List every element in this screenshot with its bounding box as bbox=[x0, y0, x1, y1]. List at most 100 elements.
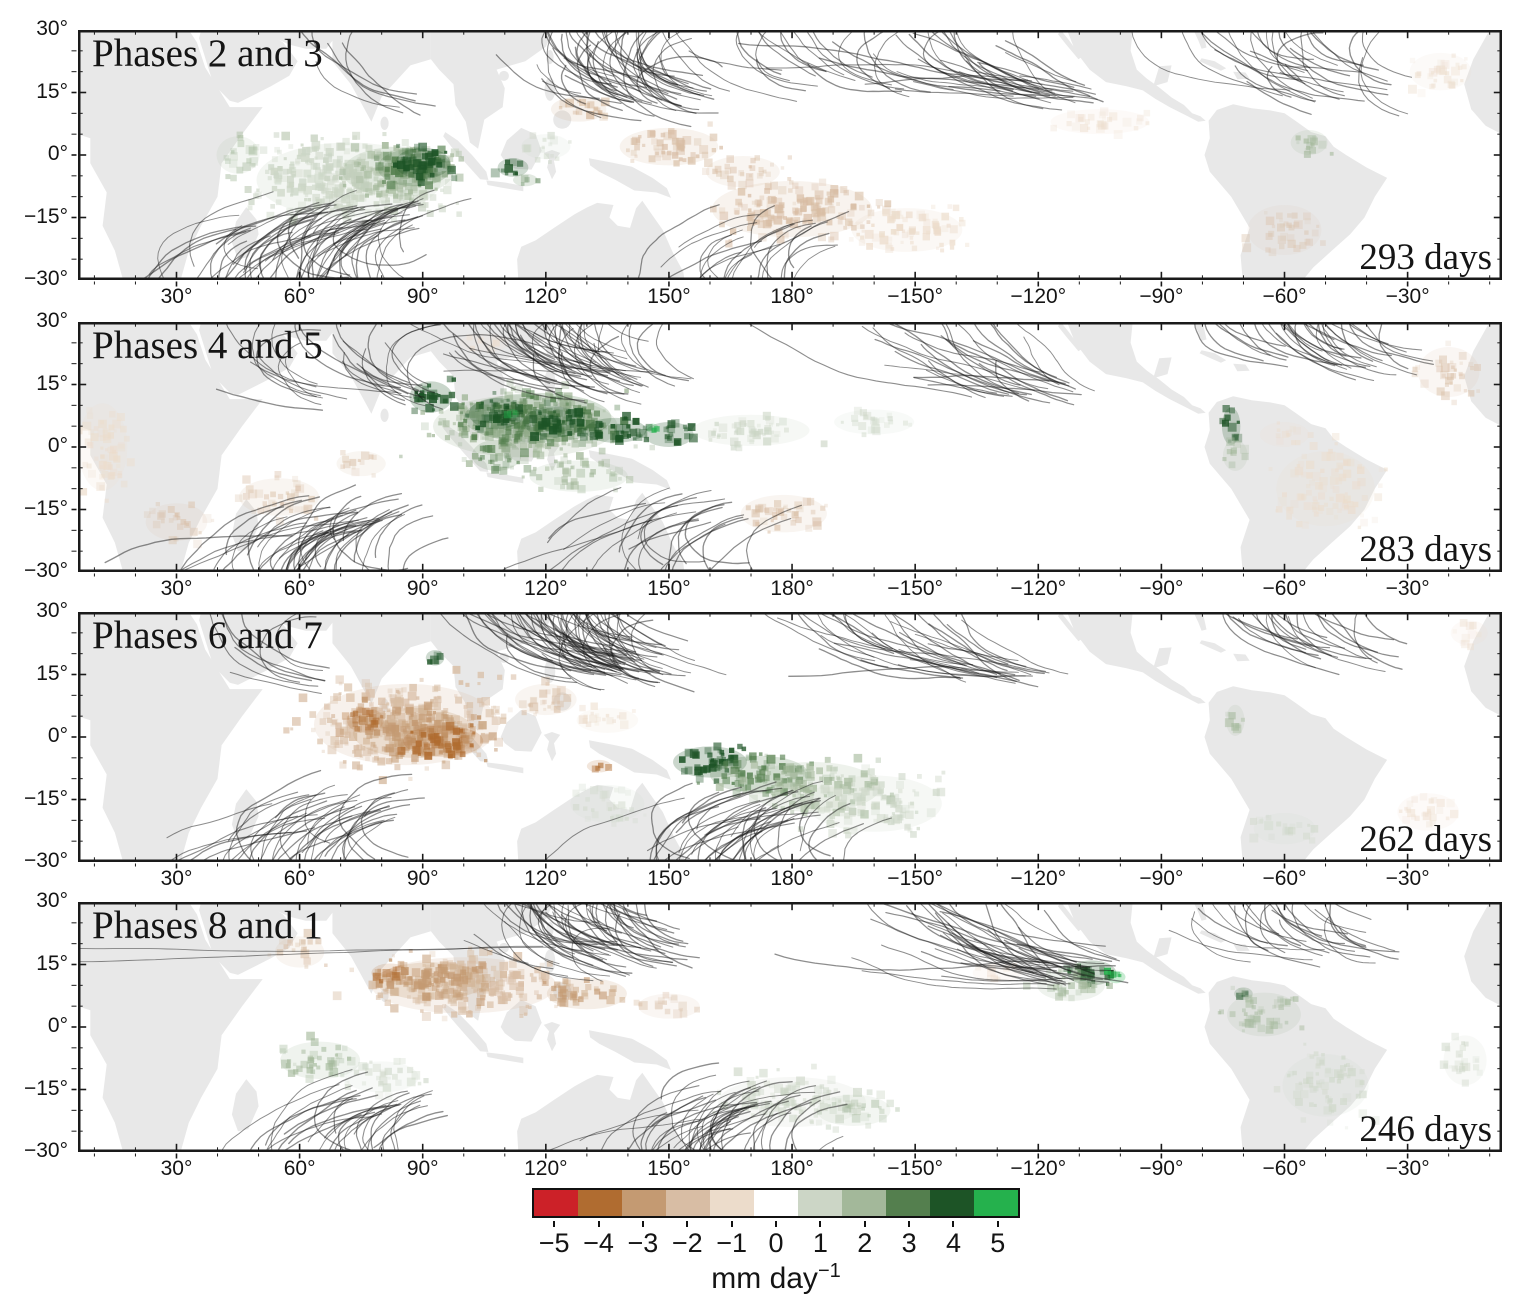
cyclone-track bbox=[441, 322, 558, 382]
colorbar-segment bbox=[798, 1190, 842, 1216]
cyclone-track bbox=[948, 902, 1093, 960]
cyclone-track bbox=[378, 205, 417, 280]
colorbar-segment bbox=[578, 1190, 622, 1216]
x-tick-label: 150° bbox=[647, 867, 691, 890]
cyclone-track bbox=[301, 796, 392, 854]
cyclone-track bbox=[635, 902, 686, 948]
cyclone-track bbox=[513, 322, 608, 353]
cyclone-track bbox=[911, 912, 1062, 968]
cyclone-track bbox=[761, 612, 876, 662]
cyclone-track bbox=[293, 498, 399, 572]
panel-days-count: 246 days bbox=[1359, 1109, 1492, 1150]
cyclone-track bbox=[614, 902, 648, 916]
cyclone-track bbox=[332, 495, 409, 572]
x-tick-label: 120° bbox=[524, 285, 568, 308]
cyclone-track bbox=[622, 908, 693, 969]
cyclone-track bbox=[612, 902, 680, 945]
cyclone-track bbox=[473, 933, 554, 970]
cyclone-track bbox=[1263, 902, 1301, 947]
cyclone-track bbox=[589, 335, 625, 395]
cyclone-track bbox=[316, 198, 424, 280]
panel-title: Phases 6 and 7 bbox=[92, 614, 323, 657]
cyclone-track bbox=[236, 228, 368, 280]
cyclone-track bbox=[1285, 322, 1362, 359]
cyclone-track bbox=[1278, 30, 1389, 96]
cyclone-track bbox=[272, 799, 346, 862]
cyclone-track bbox=[604, 647, 661, 672]
cyclone-track bbox=[601, 902, 700, 959]
landmass bbox=[1067, 612, 1206, 704]
y-tick-label: 0° bbox=[47, 142, 68, 165]
landmass bbox=[500, 127, 542, 170]
colorbar-segment bbox=[666, 1190, 710, 1216]
cyclone-track bbox=[913, 374, 1066, 385]
y-tick-label: 30° bbox=[36, 599, 68, 622]
cyclone-track bbox=[535, 612, 581, 660]
cyclone-track bbox=[579, 30, 712, 90]
cyclone-track bbox=[279, 523, 372, 572]
cyclone-track bbox=[805, 30, 905, 90]
landmass bbox=[1199, 640, 1227, 653]
cyclone-track bbox=[811, 30, 873, 78]
cyclone-track bbox=[1301, 902, 1367, 933]
cyclone-track bbox=[174, 815, 299, 862]
landmass bbox=[543, 442, 561, 472]
landmass bbox=[78, 30, 263, 280]
x-tick-label: −150° bbox=[887, 867, 944, 890]
cyclone-track bbox=[684, 504, 750, 565]
cyclone-track bbox=[738, 42, 1029, 81]
cyclone-track bbox=[876, 902, 1113, 962]
cyclone-track bbox=[364, 797, 425, 817]
cyclone-track bbox=[571, 927, 611, 982]
cyclone-track bbox=[754, 219, 813, 248]
cyclone-track bbox=[749, 780, 824, 862]
cyclone-track bbox=[927, 30, 1052, 104]
cyclone-track bbox=[664, 240, 762, 280]
cyclone-track bbox=[1317, 322, 1347, 356]
cyclone-track bbox=[1311, 30, 1388, 82]
cyclone-track bbox=[1191, 911, 1251, 963]
x-tick-label: −30° bbox=[1385, 1157, 1430, 1180]
cyclone-track bbox=[668, 501, 733, 572]
panel-title: Phases 4 and 5 bbox=[92, 324, 323, 367]
x-tick-label: 180° bbox=[770, 867, 814, 890]
cyclone-track bbox=[248, 800, 328, 862]
cyclone-track bbox=[566, 322, 692, 380]
cyclone-track bbox=[250, 798, 312, 862]
cyclone-track bbox=[575, 30, 701, 101]
cyclone-track bbox=[1204, 322, 1264, 362]
cyclone-track bbox=[1226, 612, 1319, 657]
cyclone-track bbox=[560, 64, 586, 105]
cyclone-track bbox=[595, 902, 675, 934]
cyclone-track bbox=[712, 1100, 789, 1152]
y-tick-label: 0° bbox=[47, 1014, 68, 1037]
colorbar-segment bbox=[622, 1190, 666, 1216]
landmass bbox=[332, 322, 431, 414]
panel-border bbox=[78, 902, 1502, 1152]
cyclone-track bbox=[872, 327, 998, 394]
cyclone-track bbox=[342, 351, 412, 398]
cyclone-track bbox=[777, 791, 815, 862]
landmass bbox=[1204, 686, 1388, 862]
landmass bbox=[500, 709, 542, 752]
landmass bbox=[543, 732, 561, 762]
cyclone-track bbox=[1214, 49, 1365, 102]
cyclone-track bbox=[258, 506, 331, 572]
cyclone-track bbox=[233, 236, 312, 280]
cyclone-track bbox=[360, 792, 409, 858]
y-tick-label: −30° bbox=[23, 1139, 68, 1162]
cyclone-track bbox=[529, 902, 627, 968]
cyclone-tracks-layer bbox=[104, 322, 1434, 572]
cyclone-track bbox=[678, 816, 749, 862]
x-tick-label: 60° bbox=[283, 577, 316, 600]
cyclone-track bbox=[296, 214, 410, 280]
cyclone-track bbox=[707, 229, 743, 280]
colorbar-tick-mark bbox=[686, 1221, 689, 1227]
cyclone-track bbox=[1256, 30, 1315, 60]
cyclone-track bbox=[687, 791, 733, 861]
cyclone-track bbox=[1255, 612, 1307, 650]
cyclone-track bbox=[959, 612, 1027, 668]
landmass bbox=[486, 472, 524, 484]
cyclone-track bbox=[715, 800, 821, 862]
landmass bbox=[1233, 363, 1250, 372]
